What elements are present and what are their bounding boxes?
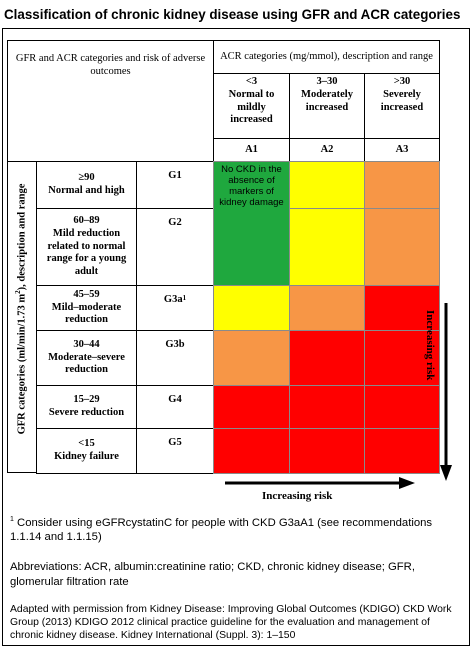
source-citation: Adapted with permission from Kidney Dise… (10, 604, 452, 641)
risk-cell-g2-a2 (289, 208, 365, 286)
acr-a3-range: >30 (393, 76, 411, 87)
vertical-risk-label: Increasing risk (424, 310, 436, 381)
risk-cell-g1-a2 (289, 161, 365, 209)
diagram-frame (2, 28, 470, 646)
gfr-range: <15 (78, 438, 95, 450)
page-title: Classification of chronic kidney disease… (4, 7, 461, 22)
risk-cell-g3a-a1 (213, 285, 290, 331)
gfr-desc: Moderate–severe reduction (48, 351, 125, 376)
gfr-desc: Normal and high (48, 185, 125, 196)
gfr-range: 60–89 (73, 215, 100, 226)
acr-a3-desc: Severely increased (380, 88, 424, 113)
gfr-row-description: 45–59 Mild–moderate reduction (36, 285, 137, 331)
risk-cell-g4-a3 (364, 385, 440, 429)
risk-cell-g5-a2 (289, 428, 365, 474)
horizontal-risk-label: Increasing risk (262, 490, 333, 502)
risk-cell-g1-a3 (364, 161, 440, 209)
gfr-code-g3b: G3b (136, 330, 214, 386)
gfr-code-g2: G2 (136, 208, 214, 286)
green-no-ckd-note: No CKD in the absence of markers of kidn… (219, 164, 284, 208)
risk-cell-g3b-a3 (364, 330, 440, 386)
acr-code-a3: A3 (364, 138, 440, 162)
risk-cell-g3b-a2 (289, 330, 365, 386)
acr-code-a1: A1 (213, 138, 290, 162)
gfr-range: 15–29 (73, 394, 100, 406)
acr-a1-desc: Normal to mildly increased (228, 88, 275, 126)
risk-cell-g4-a1 (213, 385, 290, 429)
gfr-row-description: ≥90 Normal and high (36, 161, 137, 209)
gfr-code-g1: G1 (136, 161, 214, 209)
risk-cell-g5-a1 (213, 428, 290, 474)
footnote: 1 Consider using eGFRcystatinC for peopl… (10, 516, 433, 544)
gfr-row-description: 30–44 Moderate–severe reduction (36, 330, 137, 386)
gfr-row-description: 60–89 Mild reduction related to normal ra… (36, 208, 137, 286)
gfr-code-g4: G4 (136, 385, 214, 429)
risk-cell-g2-a3 (364, 208, 440, 286)
gfr-range: ≥90 (78, 172, 95, 184)
horizontal-risk-arrow (225, 477, 415, 489)
gfr-row-description: 15–29 Severe reduction (36, 385, 137, 429)
risk-cell-g3a-a2 (289, 285, 365, 331)
acr-code-a2: A2 (289, 138, 365, 162)
abbreviations: Abbreviations: ACR, albumin:creatinine r… (10, 561, 415, 588)
gfr-desc: Mild–moderate reduction (51, 301, 122, 326)
gfr-range: 30–44 (73, 338, 100, 350)
vertical-risk-arrow (440, 303, 452, 481)
corner-header: GFR and ACR categories and risk of adver… (7, 40, 214, 162)
green-no-ckd-cell: No CKD in the absence of markers of kidn… (213, 161, 290, 286)
acr-a3-description: >30 Severely increased (364, 73, 440, 139)
risk-cell-g3b-a1 (213, 330, 290, 386)
risk-cell-g3a-a3 (364, 285, 440, 331)
risk-cell-g5-a3 (364, 428, 440, 474)
gfr-desc: Kidney failure (54, 451, 119, 462)
gfr-axis-label: GFR categories (ml/min/1.73 m2), descrip… (14, 183, 28, 435)
acr-a2-desc: Moderately increased (301, 88, 353, 113)
acr-a2-range: 3–30 (316, 76, 338, 87)
acr-a2-description: 3–30 Moderately increased (289, 73, 365, 139)
gfr-desc: Severe reduction (48, 407, 125, 418)
gfr-code-g3a: G3a 1 (136, 285, 214, 331)
acr-a1-description: <3 Normal to mildly increased (213, 73, 290, 139)
risk-cell-g4-a2 (289, 385, 365, 429)
gfr-code-g5: G5 (136, 428, 214, 474)
acr-a1-range: <3 (245, 76, 258, 87)
gfr-desc: Mild reduction related to normal range f… (46, 227, 127, 278)
acr-title: ACR categories (mg/mmol), description an… (213, 40, 440, 74)
gfr-row-description: <15 Kidney failure (36, 428, 137, 474)
gfr-range: 45–59 (73, 288, 100, 300)
